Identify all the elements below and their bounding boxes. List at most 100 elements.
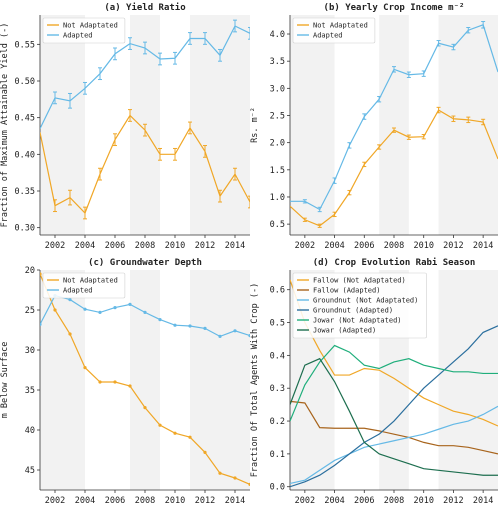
y-tick-label: 0.55 xyxy=(15,40,35,50)
x-tick-label: 2008 xyxy=(384,241,404,251)
data-point xyxy=(233,329,237,333)
y-tick-label: 0.35 xyxy=(15,187,35,197)
shaded-band-c-0 xyxy=(40,270,85,490)
y-tick-label: 3.0 xyxy=(270,84,285,94)
legend-label: Jowar (Not Adaptated) xyxy=(313,317,402,325)
legend-box xyxy=(292,272,427,339)
x-tick-label: 2006 xyxy=(354,496,374,506)
series-d-2 xyxy=(290,405,498,485)
series-line xyxy=(290,344,498,422)
data-point xyxy=(188,435,192,439)
x-tick-label: 2010 xyxy=(165,496,185,506)
x-tick-label: 2014 xyxy=(473,496,493,506)
y-tick-label: 0.50 xyxy=(15,77,35,87)
chart-title: (b) Yearly Crop Income m⁻² xyxy=(324,3,465,13)
legend-label: Fallow (Adapted) xyxy=(313,287,380,295)
chart-title: (c) Groundwater Depth xyxy=(88,258,202,268)
panel-d: (d) Crop Evolution Rabi Season 0.0 0.1 0.2 0… xyxy=(250,257,498,506)
series-c-0 xyxy=(40,272,250,486)
data-point xyxy=(83,307,87,311)
data-point xyxy=(128,384,132,388)
legend-label: Jowar (Adapted) xyxy=(313,327,376,335)
series-line xyxy=(290,325,498,488)
data-point xyxy=(68,298,72,302)
x-tick-label: 2006 xyxy=(354,241,374,251)
shaded-band-c-2 xyxy=(190,270,250,490)
y-tick-label: 1.5 xyxy=(270,166,285,176)
data-point xyxy=(248,334,250,338)
y-tick-label: 0.4 xyxy=(270,351,285,361)
series-line xyxy=(290,405,498,485)
x-tick-label: 2004 xyxy=(324,496,344,506)
x-tick-label: 2006 xyxy=(105,496,125,506)
shaded-band-b-2 xyxy=(438,15,498,235)
y-tick-label: 45 xyxy=(25,466,35,476)
legend-label: Fallow (Not Adaptated) xyxy=(313,277,406,285)
data-point xyxy=(203,450,207,454)
x-tick-label: 2012 xyxy=(195,241,215,251)
data-point xyxy=(98,310,102,314)
x-tick-label: 2002 xyxy=(45,241,65,251)
series-a-1 xyxy=(40,19,250,129)
data-point xyxy=(203,326,207,330)
legend-label: Groundnut (Adapted) xyxy=(313,307,393,315)
x-tick-label: 2012 xyxy=(443,496,463,506)
data-point xyxy=(113,306,117,310)
x-tick-label: 2014 xyxy=(225,241,245,251)
x-tick-label: 2004 xyxy=(324,241,344,251)
y-tick-label: 2.0 xyxy=(270,139,285,149)
series-d-1 xyxy=(290,400,498,455)
legend-d: Fallow (Not Adaptated) Fallow (Adapted) Gr… xyxy=(292,272,427,339)
legend-label: Not Adaptated xyxy=(313,22,368,30)
data-point xyxy=(233,476,237,480)
legend-b: Not Adaptated Adapted xyxy=(292,17,376,44)
legend-box xyxy=(42,17,126,44)
x-tick-label: 2008 xyxy=(384,496,404,506)
y-tick-label: 0.30 xyxy=(15,224,35,234)
series-d-5 xyxy=(290,357,498,476)
x-tick-label: 2004 xyxy=(75,241,95,251)
y-tick-label: 25 xyxy=(25,306,35,316)
legend-label: Adapted xyxy=(63,287,93,295)
legend-label: Not Adaptated xyxy=(63,277,118,285)
data-point xyxy=(248,482,250,486)
series-b-0 xyxy=(290,106,498,228)
shaded-band-a-0 xyxy=(40,15,85,235)
series-b-1 xyxy=(290,21,498,213)
x-tick-label: 2004 xyxy=(75,496,95,506)
data-point xyxy=(68,332,72,336)
series-a-0 xyxy=(40,109,250,220)
legend-box xyxy=(292,17,376,44)
y-tick-label: 0.5 xyxy=(270,319,285,329)
panel-a: (a) Yield Ratio 0.30 0.35 0.40 0.45 0.50 0.55 2… xyxy=(0,2,250,251)
data-point xyxy=(218,471,222,475)
plot-area xyxy=(290,279,498,488)
series-d-3 xyxy=(290,325,498,488)
data-point xyxy=(128,302,132,306)
data-point xyxy=(113,380,117,384)
y-tick-label: 0.2 xyxy=(270,417,285,427)
legend-label: Adapted xyxy=(63,32,93,40)
x-tick-label: 2002 xyxy=(295,241,315,251)
x-tick-label: 2010 xyxy=(413,496,433,506)
panel-b: (b) Yearly Crop Income m⁻² 0.5 1.0 1.5 2.0 2.… xyxy=(250,3,498,251)
plot-area xyxy=(40,272,250,486)
x-tick-label: 2002 xyxy=(295,496,315,506)
data-point xyxy=(158,318,162,322)
x-tick-label: 2014 xyxy=(473,241,493,251)
x-tick-label: 2014 xyxy=(225,496,245,506)
y-tick-label: 3.5 xyxy=(270,57,285,67)
legend-label: Groundnut (Not Adaptated) xyxy=(313,297,418,305)
series-line xyxy=(290,400,498,455)
shaded-band-d-2 xyxy=(438,270,498,490)
panel-c: (c) Groundwater Depth 20 25 30 35 40 45 2002 200… xyxy=(0,258,250,506)
x-tick-label: 2010 xyxy=(413,241,433,251)
plot-area xyxy=(40,19,250,220)
chart-title: (a) Yield Ratio xyxy=(104,2,185,13)
x-tick-label: 2006 xyxy=(105,241,125,251)
x-tick-label: 2002 xyxy=(45,496,65,506)
data-point xyxy=(173,323,177,327)
y-axis-label: Fraction Of Total Agents With Crop (-) xyxy=(250,283,260,477)
y-tick-label: 35 xyxy=(25,386,35,396)
